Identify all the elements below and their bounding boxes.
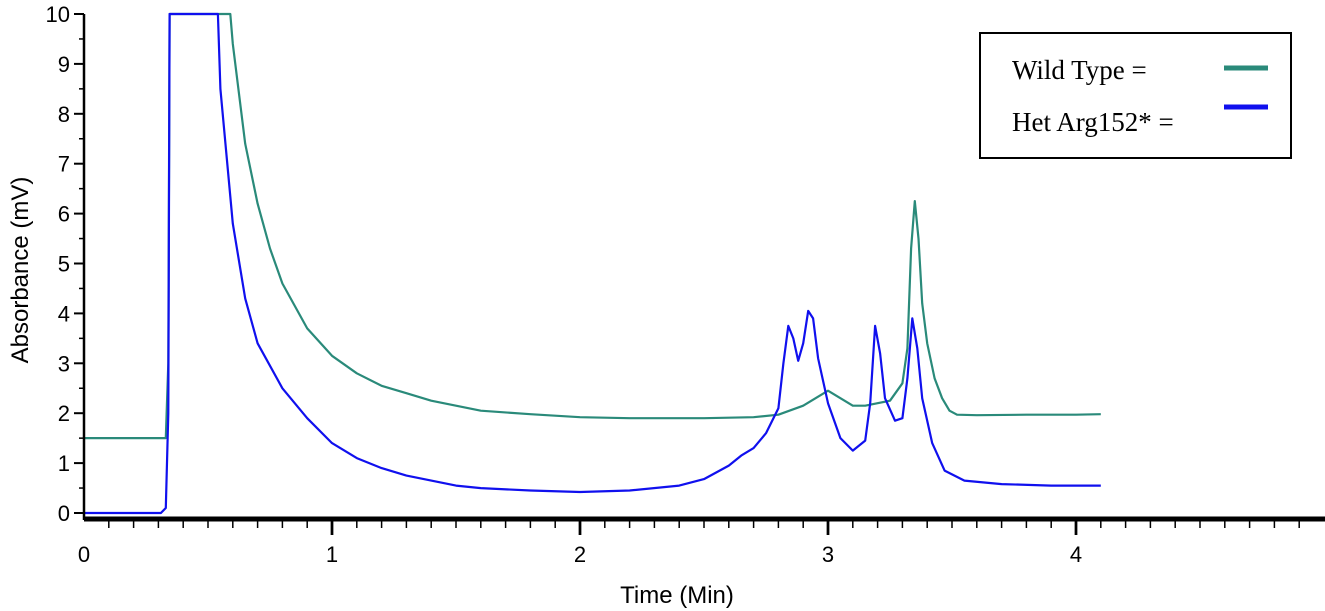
legend-label-het-arg152: Het Arg152* = xyxy=(1012,107,1174,137)
y-tick-label: 4 xyxy=(58,301,70,326)
x-tick-label: 4 xyxy=(1070,542,1082,567)
x-axis-ticks: 0 1 2 3 4 xyxy=(78,519,1300,567)
y-tick-label: 2 xyxy=(58,401,70,426)
y-tick-label: 9 xyxy=(58,52,70,77)
y-tick-label: 3 xyxy=(58,351,70,376)
series-line-wild-type xyxy=(84,12,1101,440)
x-tick-label: 1 xyxy=(326,542,338,567)
legend-box xyxy=(979,32,1292,159)
y-axis-ticks: 0 1 2 3 4 5 6 7 8 9 10 xyxy=(46,2,84,526)
legend: Wild Type = Het Arg152* = xyxy=(979,32,1292,159)
y-tick-label: 7 xyxy=(58,152,70,177)
y-tick-label: 1 xyxy=(58,451,70,476)
y-tick-label: 6 xyxy=(58,202,70,227)
y-axis-title: Absorbance (mV) xyxy=(7,177,34,364)
x-axis-title: Time (Min) xyxy=(620,582,734,609)
legend-label-wild-type: Wild Type = xyxy=(1012,55,1147,85)
y-tick-label: 10 xyxy=(46,2,70,27)
series-layer xyxy=(84,12,1101,515)
y-tick-label: 8 xyxy=(58,102,70,127)
x-tick-label: 3 xyxy=(822,542,834,567)
y-tick-label: 5 xyxy=(58,252,70,277)
x-tick-label: 0 xyxy=(78,542,90,567)
y-tick-label: 0 xyxy=(58,501,70,526)
x-tick-label: 2 xyxy=(574,542,586,567)
series-line-het-arg152 xyxy=(84,12,1101,515)
